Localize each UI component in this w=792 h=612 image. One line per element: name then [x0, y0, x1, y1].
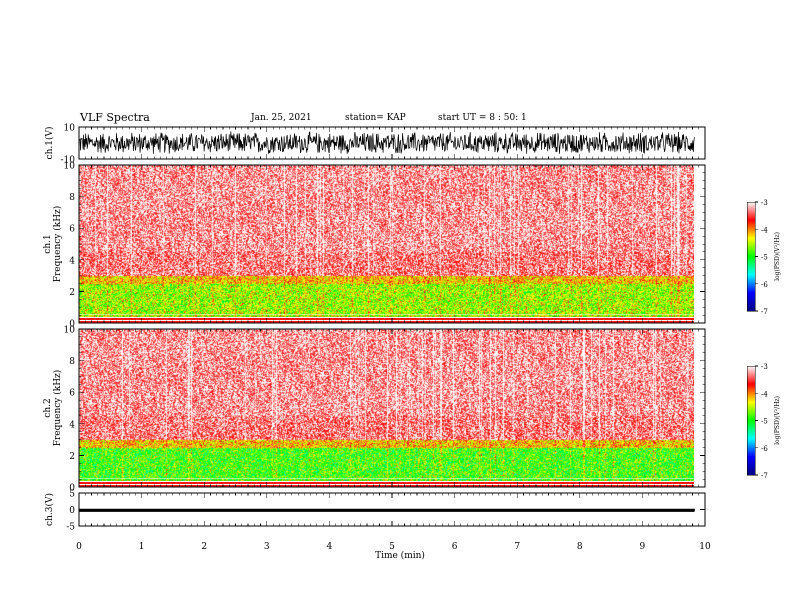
y-tick-label: -10	[61, 156, 76, 166]
waveform-line-3	[78, 508, 695, 512]
y-axis-label-line: ch.3(V)	[44, 493, 55, 526]
y-tick-label: 2	[69, 452, 75, 462]
y-tick-label: 10	[64, 326, 76, 336]
x-tick-label: 6	[452, 542, 458, 552]
y-tick-label: 6	[69, 389, 75, 399]
y-tick-label: 10	[64, 162, 76, 172]
y-tick-label: 2	[69, 288, 75, 298]
spectrogram-image-2	[79, 329, 694, 487]
colorbar-tick-label: -6	[761, 445, 768, 453]
y-tick-label: 0	[69, 484, 75, 494]
y-axis-label-line: ch.2	[43, 398, 53, 417]
spectrogram-image-1	[79, 165, 694, 323]
date-label: Jan. 25, 2021	[251, 113, 312, 123]
colorbar-tick-label: -3	[761, 363, 768, 371]
y-tick-label: 4	[69, 256, 75, 266]
colorbar-tick-label: -7	[761, 472, 768, 480]
x-tick-label: 7	[514, 542, 520, 552]
y-tick-label: 4	[69, 420, 75, 430]
colorbar-tick-label: -5	[761, 254, 768, 262]
x-tick-label: 10	[699, 542, 711, 552]
colorbar-tick-label: -3	[761, 199, 768, 207]
waveform-line-0	[78, 131, 695, 154]
y-axis-label-2: ch.2Frequency (kHz)	[43, 370, 63, 447]
y-tick-label: 5	[69, 490, 75, 500]
y-axis-label-line: ch.1(V)	[44, 127, 55, 160]
chart-title: VLF Spectra	[80, 111, 150, 124]
colorbar-1	[746, 201, 756, 312]
colorbar-tick-label: -4	[761, 226, 768, 234]
x-tick-label: 5	[389, 542, 395, 552]
colorbar-label-1: log(PSD)(V²/Hz)	[774, 232, 781, 281]
colorbar-tick-label: -6	[761, 281, 768, 289]
y-axis-label-0: ch.1(V)	[44, 127, 55, 160]
x-tick-label: 3	[264, 542, 270, 552]
y-tick-label: 0	[69, 320, 75, 330]
y-axis-label-line: Frequency (kHz)	[52, 206, 63, 283]
station-label: station= KAP	[345, 113, 406, 123]
x-tick-label: 2	[201, 542, 207, 552]
y-tick-label: 6	[69, 225, 75, 235]
y-axis-label-line: Frequency (kHz)	[52, 370, 63, 447]
y-tick-label: 0	[69, 506, 75, 516]
colorbar-label-2: log(PSD)(V²/Hz)	[774, 396, 781, 445]
colorbar-tick-label: -4	[761, 390, 768, 398]
x-tick-label: 4	[327, 542, 333, 552]
y-tick-label: 8	[69, 193, 75, 203]
x-axis-label: Time (min)	[375, 550, 425, 561]
y-tick-label: 8	[69, 357, 75, 367]
start-ut-label: start UT = 8 : 50: 1	[438, 113, 527, 123]
y-axis-label-line: ch.1	[43, 234, 53, 253]
y-tick-label: -5	[66, 523, 75, 533]
colorbar-tick-label: -5	[761, 418, 768, 426]
colorbar-2	[746, 365, 756, 476]
y-axis-label-1: ch.1Frequency (kHz)	[43, 206, 63, 283]
x-tick-label: 1	[139, 542, 145, 552]
y-tick-label: 10	[64, 124, 76, 134]
y-axis-label-3: ch.3(V)	[44, 493, 55, 526]
x-tick-label: 8	[577, 542, 583, 552]
x-tick-label: 0	[76, 542, 82, 552]
colorbar-tick-label: -7	[761, 308, 768, 316]
x-tick-label: 9	[640, 542, 646, 552]
